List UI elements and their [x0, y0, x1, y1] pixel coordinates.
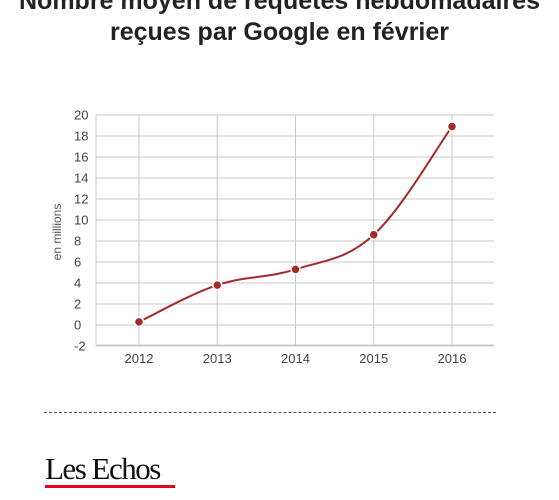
x-tick-label: 2014: [281, 351, 310, 366]
les-echos-logo: Les Echos: [45, 451, 161, 486]
y-tick-label: 6: [74, 255, 81, 270]
x-tick-label: 2016: [438, 351, 467, 366]
data-point: [446, 121, 458, 132]
data-point: [133, 316, 145, 328]
y-tick-label: 16: [74, 150, 88, 165]
data-point: [368, 229, 379, 240]
x-tick-label: 2013: [203, 351, 232, 366]
y-tick-label: 12: [74, 192, 88, 207]
x-axis-ticks: 2012 2013 2014 2015 2016: [125, 351, 467, 366]
y-tick-label: 2: [74, 297, 81, 312]
chart-grid: [95, 114, 494, 347]
y-tick-label: 4: [74, 276, 81, 291]
y-tick-label: 18: [74, 129, 88, 144]
x-tick-label: 2012: [125, 351, 154, 366]
y-tick-label: 8: [74, 234, 81, 249]
chart-title: Nombre moyen de requêtes hebdomadaires r…: [19, 0, 540, 46]
data-point: [290, 264, 301, 275]
y-axis-label: en millions: [50, 204, 64, 261]
y-tick-label: 10: [74, 213, 88, 228]
x-tick-label: 2015: [359, 351, 388, 366]
data-point: [212, 279, 223, 291]
y-tick-label: 20: [74, 108, 88, 123]
y-tick-label: 14: [74, 171, 88, 186]
y-tick-label: 0: [74, 318, 81, 333]
series-layer: [133, 121, 458, 328]
footer-divider: [44, 412, 496, 413]
y-tick-label: -2: [74, 339, 86, 354]
logo-underline: [45, 485, 175, 488]
